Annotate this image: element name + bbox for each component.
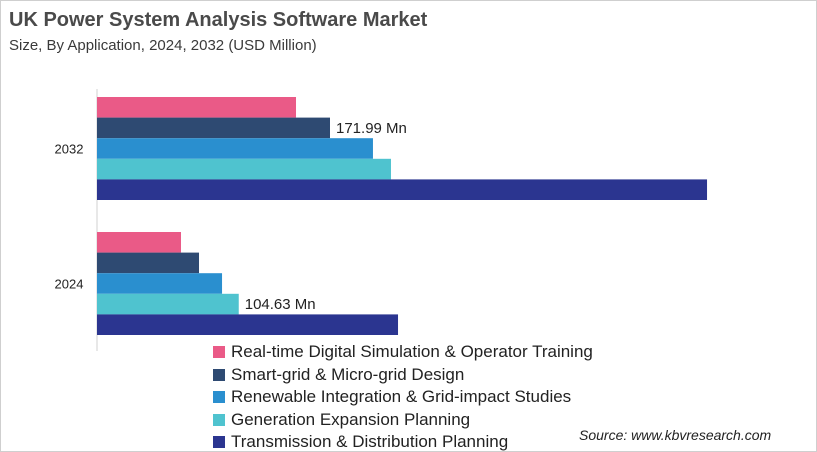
legend: Real-time Digital Simulation & Operator … <box>213 341 593 452</box>
legend-label: Renewable Integration & Grid-impact Stud… <box>231 387 572 407</box>
bar <box>97 273 223 294</box>
legend-label: Smart-grid & Micro-grid Design <box>231 364 465 384</box>
bar <box>97 252 200 274</box>
legend-label: Generation Expansion Planning <box>231 409 471 429</box>
legend-item: Transmission & Distribution Planning <box>213 431 593 452</box>
y-tick-label: 2024 <box>55 277 84 292</box>
bar <box>97 138 373 159</box>
bar <box>97 232 181 253</box>
bar <box>97 293 239 315</box>
legend-item: Generation Expansion Planning <box>213 409 593 432</box>
legend-item: Real-time Digital Simulation & Operator … <box>213 341 593 364</box>
y-tick-label: 2032 <box>55 142 84 157</box>
legend-swatch <box>213 368 225 381</box>
chart-title: UK Power System Analysis Software Market <box>9 9 428 31</box>
chart-subtitle: Size, By Application, 2024, 2032 (USD Mi… <box>9 37 317 54</box>
data-label: 104.63 Mn <box>245 296 316 313</box>
bar <box>97 314 399 335</box>
data-label: 171.99 Mn <box>336 120 407 137</box>
legend-label: Real-time Digital Simulation & Operator … <box>231 342 593 362</box>
legend-item: Renewable Integration & Grid-impact Stud… <box>213 386 593 409</box>
legend-swatch <box>213 436 225 449</box>
bar <box>97 158 391 180</box>
legend-swatch <box>213 413 225 426</box>
legend-swatch <box>213 391 225 404</box>
bar <box>97 117 330 139</box>
legend-item: Smart-grid & Micro-grid Design <box>213 364 593 387</box>
legend-swatch <box>213 346 225 359</box>
legend-label: Transmission & Distribution Planning <box>231 432 509 452</box>
bar <box>97 179 708 200</box>
source-note: Source: www.kbvresearch.com <box>579 427 772 443</box>
bar <box>97 97 297 118</box>
